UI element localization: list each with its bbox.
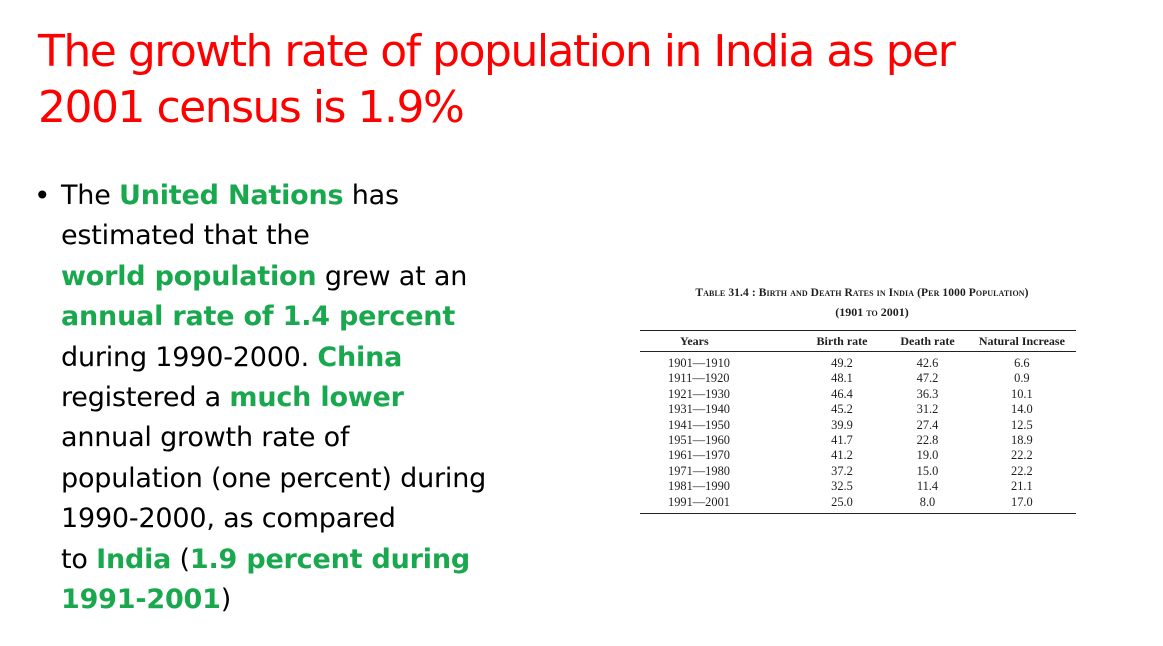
- cell-death-rate: 8.0: [919, 494, 936, 509]
- cell-birth-rate: 48.1: [831, 371, 853, 386]
- table-row: 1941—1950 39.9 27.4 12.5: [640, 418, 1076, 433]
- bullet-line: estimated that the: [61, 216, 561, 256]
- header-birth-rate: Birth rate: [796, 331, 888, 352]
- table-row: 1931—1940 45.2 31.2 14.0: [640, 402, 1076, 417]
- body-text: registered a: [61, 382, 230, 414]
- body-text: 1990-2000, as compared: [61, 503, 396, 535]
- body-text: has: [343, 180, 399, 211]
- cell-years: 1931—1940: [668, 402, 730, 417]
- header-death-rate: Death rate: [887, 331, 968, 352]
- table-row: 1951—1960 41.7 22.8 18.9: [640, 433, 1076, 448]
- bullet-line: annual growth rate of: [61, 418, 561, 458]
- body-text: estimated that the: [61, 220, 310, 252]
- cell-death-rate: 22.8: [916, 433, 939, 448]
- highlighted-text: much lower: [229, 382, 404, 414]
- table-row: 1901—1910 49.2 42.6 6.6: [640, 352, 1076, 372]
- highlighted-text: 1991-2001: [61, 584, 221, 616]
- body-text: population (one percent) during: [61, 462, 487, 494]
- bullet-line: 1991-2001): [61, 580, 561, 620]
- table-row: 1991—2001 25.0 8.0 17.0: [640, 495, 1076, 510]
- cell-birth-rate: 49.2: [831, 356, 853, 370]
- body-text: (: [171, 543, 191, 575]
- bullet-dot: •: [34, 179, 51, 212]
- highlighted-text: annual rate of 1.4 percent: [61, 301, 456, 333]
- table-bottom-rule: [640, 513, 1076, 515]
- table-row: 1961—1970 41.2 19.0 22.2: [640, 448, 1076, 463]
- cell-birth-rate: 45.2: [831, 402, 853, 417]
- cell-natural-increase: 12.5: [1011, 417, 1033, 432]
- cell-death-rate: 15.0: [916, 463, 939, 478]
- body-text: to: [61, 543, 97, 575]
- body-text: ): [220, 584, 232, 616]
- bullet-line: registered a much lower: [61, 378, 561, 418]
- cell-death-rate: 27.4: [916, 417, 939, 432]
- cell-years: 1921—1930: [668, 386, 730, 401]
- cell-years: 1961—1970: [668, 448, 730, 463]
- cell-natural-increase: 18.9: [1011, 433, 1033, 448]
- cell-birth-rate: 41.7: [831, 433, 853, 448]
- cell-years: 1991—2001: [668, 494, 730, 509]
- cell-death-rate: 36.3: [916, 386, 939, 401]
- cell-death-rate: 19.0: [916, 448, 939, 463]
- birth-death-rates-table-image: Table 31.4 : Birth and Death Rates in In…: [638, 286, 1078, 515]
- highlighted-text: United Nations: [119, 180, 344, 211]
- bullet-line: population (one percent) during: [61, 459, 561, 499]
- table-caption: Table 31.4 : Birth and Death Rates in In…: [638, 286, 1078, 301]
- header-years: Years: [640, 331, 797, 352]
- cell-birth-rate: 25.0: [831, 494, 853, 509]
- body-text: grew at an: [316, 260, 468, 292]
- cell-death-rate: 31.2: [916, 402, 939, 417]
- cell-years: 1901—1910: [668, 356, 730, 370]
- data-table: Years Birth rate Death rate Natural Incr…: [640, 331, 1076, 510]
- cell-death-rate: 42.6: [916, 356, 939, 370]
- cell-death-rate: 47.2: [916, 371, 939, 386]
- bullet-line: to India (1.9 percent during: [61, 540, 561, 580]
- table-subcaption: (1901 to 2001): [835, 305, 909, 319]
- cell-birth-rate: 39.9: [831, 417, 853, 432]
- cell-years: 1911—1920: [668, 371, 730, 386]
- bullet-line: during 1990-2000. China: [61, 338, 561, 378]
- body-text: The: [61, 180, 119, 211]
- body-text: annual growth rate of: [61, 422, 350, 454]
- cell-natural-increase: 21.1: [1011, 479, 1033, 494]
- highlighted-text: 1.9 percent during: [189, 543, 470, 575]
- cell-years: 1951—1960: [668, 433, 730, 448]
- table-caption-number: Table 31.4 :: [695, 287, 756, 299]
- bullet-line: annual rate of 1.4 percent: [61, 297, 561, 337]
- cell-natural-increase: 14.0: [1011, 402, 1033, 417]
- bullet-paragraph: The United Nations has estimated that the…: [61, 176, 561, 620]
- cell-natural-increase: 22.2: [1011, 463, 1033, 478]
- bullet-line: world population grew at an: [61, 257, 561, 297]
- body-text: during 1990-2000.: [61, 341, 318, 373]
- table-row: 1921—1930 46.4 36.3 10.1: [640, 387, 1076, 402]
- highlighted-text: India: [96, 543, 172, 575]
- cell-natural-increase: 6.6: [1014, 356, 1030, 370]
- cell-birth-rate: 32.5: [831, 479, 853, 494]
- table-top-rule: [640, 330, 1076, 331]
- cell-natural-increase: 22.2: [1011, 448, 1033, 463]
- slide-title: The growth rate of population in India a…: [38, 24, 1138, 136]
- table-row: 1911—1920 48.1 47.2 0.9: [640, 371, 1076, 386]
- cell-years: 1941—1950: [668, 417, 730, 432]
- header-natural-increase: Natural Increase: [967, 331, 1076, 352]
- highlighted-text: world population: [61, 260, 317, 292]
- bullet-line: 1990-2000, as compared: [61, 499, 561, 539]
- cell-birth-rate: 37.2: [831, 463, 853, 478]
- cell-birth-rate: 41.2: [831, 448, 853, 463]
- table-row: 1971—1980 37.2 15.0 22.2: [640, 464, 1076, 479]
- highlighted-text: China: [317, 341, 403, 373]
- cell-natural-increase: 17.0: [1011, 494, 1033, 509]
- cell-death-rate: 11.4: [916, 479, 939, 494]
- bullet-line: The United Nations has: [61, 176, 561, 216]
- table-row: 1981—1990 32.5 11.4 21.1: [640, 479, 1076, 494]
- slide-title-line-2: 2001 census is 1.9%: [38, 82, 465, 133]
- cell-years: 1981—1990: [668, 479, 730, 494]
- slide-title-line-1: The growth rate of population in India a…: [38, 26, 956, 77]
- table-caption-title: Birth and Death Rates in India (Per 1000…: [758, 287, 1029, 299]
- table-header-row: Years Birth rate Death rate Natural Incr…: [640, 331, 1076, 352]
- cell-years: 1971—1980: [668, 463, 730, 478]
- cell-natural-increase: 10.1: [1011, 386, 1033, 401]
- cell-birth-rate: 46.4: [831, 386, 853, 401]
- cell-natural-increase: 0.9: [1014, 371, 1030, 386]
